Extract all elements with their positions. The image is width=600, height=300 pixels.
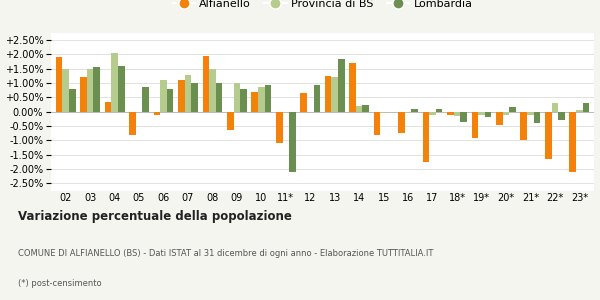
- Bar: [301, 93, 307, 112]
- Bar: [545, 112, 551, 159]
- Bar: [405, 112, 412, 113]
- Bar: [185, 74, 191, 112]
- Bar: [314, 85, 320, 112]
- Bar: [496, 112, 503, 124]
- Bar: [191, 83, 198, 112]
- Text: (*) post-censimento: (*) post-censimento: [18, 279, 101, 288]
- Bar: [412, 109, 418, 112]
- Bar: [551, 103, 558, 112]
- Bar: [447, 112, 454, 115]
- Bar: [331, 77, 338, 112]
- Bar: [478, 112, 485, 115]
- Bar: [509, 107, 516, 112]
- Bar: [265, 85, 271, 112]
- Text: COMUNE DI ALFIANELLO (BS) - Dati ISTAT al 31 dicembre di ogni anno - Elaborazion: COMUNE DI ALFIANELLO (BS) - Dati ISTAT a…: [18, 249, 433, 258]
- Bar: [240, 89, 247, 112]
- Bar: [429, 112, 436, 115]
- Bar: [209, 69, 216, 112]
- Bar: [362, 105, 369, 112]
- Bar: [276, 112, 283, 143]
- Bar: [583, 103, 589, 112]
- Bar: [129, 112, 136, 135]
- Bar: [485, 112, 491, 118]
- Bar: [520, 112, 527, 140]
- Bar: [216, 83, 223, 112]
- Bar: [251, 92, 258, 112]
- Bar: [111, 53, 118, 112]
- Bar: [118, 66, 125, 112]
- Bar: [227, 112, 233, 130]
- Bar: [576, 110, 583, 112]
- Legend: Alfianello, Provincia di BS, Lombardia: Alfianello, Provincia di BS, Lombardia: [168, 0, 477, 13]
- Bar: [460, 112, 467, 122]
- Bar: [472, 112, 478, 137]
- Bar: [283, 112, 289, 113]
- Bar: [534, 112, 541, 123]
- Bar: [558, 112, 565, 120]
- Bar: [356, 106, 362, 112]
- Bar: [80, 77, 87, 112]
- Bar: [398, 112, 405, 133]
- Bar: [233, 83, 240, 112]
- Bar: [380, 112, 387, 113]
- Bar: [56, 57, 62, 112]
- Bar: [325, 76, 331, 112]
- Bar: [142, 87, 149, 112]
- Bar: [374, 112, 380, 135]
- Bar: [87, 69, 94, 112]
- Bar: [203, 56, 209, 112]
- Bar: [338, 59, 344, 112]
- Bar: [454, 112, 460, 116]
- Bar: [258, 87, 265, 112]
- Bar: [422, 112, 429, 162]
- Bar: [69, 89, 76, 112]
- Bar: [289, 112, 296, 172]
- Bar: [178, 80, 185, 112]
- Bar: [167, 89, 173, 112]
- Bar: [527, 112, 534, 115]
- Bar: [154, 112, 160, 115]
- Bar: [436, 109, 442, 112]
- Bar: [62, 69, 69, 112]
- Bar: [569, 112, 576, 172]
- Bar: [94, 68, 100, 112]
- Bar: [160, 80, 167, 112]
- Bar: [104, 102, 111, 112]
- Text: Variazione percentuale della popolazione: Variazione percentuale della popolazione: [18, 210, 292, 223]
- Bar: [349, 63, 356, 112]
- Bar: [503, 112, 509, 115]
